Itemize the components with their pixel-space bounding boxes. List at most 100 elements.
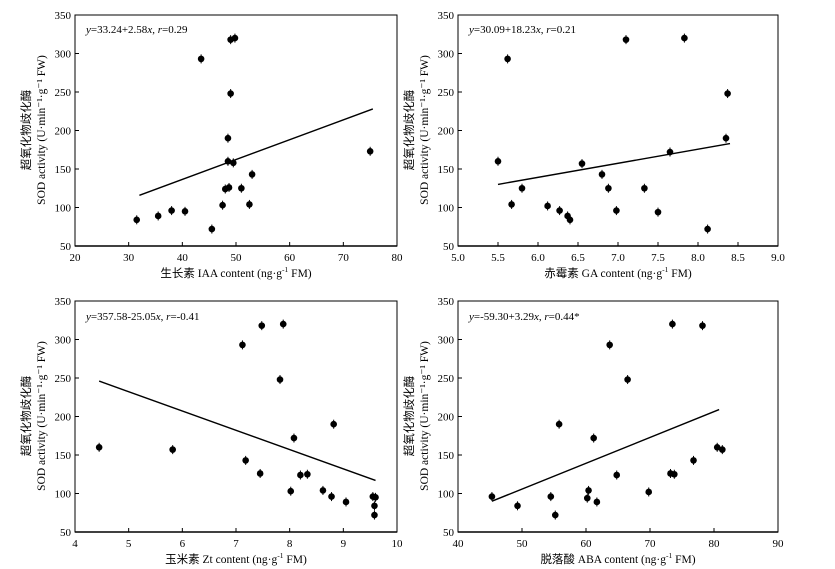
equation-text: y=33.24+2.58x, r=0.29 <box>85 24 188 36</box>
svg-text:超氧化物歧化酶: 超氧化物歧化酶 <box>19 376 33 457</box>
plot-frame <box>74 14 398 247</box>
data-point <box>704 225 711 233</box>
svg-text:超氧化物歧化酶: 超氧化物歧化酶 <box>402 90 416 171</box>
data-point <box>681 34 688 42</box>
x-tick-label: 9.0 <box>771 252 785 264</box>
y-tick-label: 300 <box>55 335 72 347</box>
data-point <box>494 158 502 165</box>
x-tick-label: 9 <box>341 538 347 550</box>
regression-line <box>139 108 374 196</box>
data-point <box>605 184 612 192</box>
y-tick-label: 250 <box>55 87 72 99</box>
data-point <box>669 320 676 328</box>
x-tick-label: 80 <box>709 538 721 550</box>
x-tick-label: 10 <box>392 538 404 550</box>
x-tick-label: 60 <box>581 538 593 550</box>
data-point <box>583 494 591 502</box>
data-point <box>246 201 253 208</box>
x-tick-label: 30 <box>123 252 135 264</box>
equation-text: y=-59.30+3.29x, r=0.44* <box>468 311 580 323</box>
y-axis-label: 超氧化物歧化酶 SOD activity (U·min⁻¹·g⁻¹ FW) <box>19 55 48 205</box>
data-point <box>641 184 648 192</box>
data-point <box>297 471 304 479</box>
data-point <box>622 36 630 43</box>
data-point <box>671 470 678 478</box>
data-point <box>544 202 551 210</box>
x-tick-label: 90 <box>773 538 785 550</box>
data-point <box>225 184 233 191</box>
svg-text:SOD activity (U·min⁻¹·g⁻¹ FW): SOD activity (U·min⁻¹·g⁻¹ FW) <box>36 341 48 491</box>
data-point <box>276 376 284 383</box>
panel-aba: y=-59.30+3.29x, r=0.44* 脱落酸 ABA content … <box>402 296 784 566</box>
data-point <box>169 446 176 453</box>
data-point <box>508 201 515 208</box>
y-axis-label: 超氧化物歧化酶 SOD activity (U·min⁻¹·g⁻¹ FW) <box>402 341 431 491</box>
y-tick-label: 150 <box>55 450 72 462</box>
x-tick-label: 6.0 <box>531 252 545 264</box>
data-point <box>231 34 239 42</box>
data-point <box>304 470 311 478</box>
y-tick-label: 200 <box>55 126 72 138</box>
panel-zt: y=357.58-25.05x, r=-0.41 玉米素 Zt content … <box>19 296 403 566</box>
data-point <box>208 225 216 233</box>
x-axis-label: 玉米素 Zt content (ng·g-1 FM) <box>165 551 307 566</box>
svg-text:SOD activity (U·min⁻¹·g⁻¹ FW): SOD activity (U·min⁻¹·g⁻¹ FW) <box>419 55 431 205</box>
data-point <box>645 488 653 496</box>
data-point <box>224 134 232 142</box>
y-tick-label: 200 <box>438 412 455 424</box>
x-tick-label: 70 <box>338 252 350 264</box>
y-axis-label: 超氧化物歧化酶 SOD activity (U·min⁻¹·g⁻¹ FW) <box>19 341 48 491</box>
x-axis-label: 赤霉素 GA content (ng·g-1 FM) <box>544 265 692 280</box>
data-point <box>371 511 378 519</box>
data-point <box>585 487 592 494</box>
y-tick-label: 50 <box>60 241 72 253</box>
data-point <box>598 171 606 178</box>
x-tick-label: 8.0 <box>691 252 705 264</box>
data-point <box>181 208 189 215</box>
x-tick-label: 50 <box>517 538 529 550</box>
y-tick-label: 100 <box>438 489 455 501</box>
data-point <box>287 487 295 495</box>
data-point <box>722 134 730 142</box>
data-point <box>551 511 559 519</box>
data-point <box>219 201 226 209</box>
svg-text:超氧化物歧化酶: 超氧化物歧化酶 <box>402 376 416 457</box>
data-point <box>514 502 521 510</box>
data-point <box>154 212 162 220</box>
data-point <box>690 457 697 464</box>
x-tick-label: 7.0 <box>611 252 625 264</box>
data-point <box>242 457 249 464</box>
regression-line <box>98 380 376 482</box>
svg-text:SOD activity (U·min⁻¹·g⁻¹ FW): SOD activity (U·min⁻¹·g⁻¹ FW) <box>36 55 48 205</box>
data-point <box>713 444 721 451</box>
y-tick-label: 150 <box>438 164 455 176</box>
data-point <box>555 420 563 428</box>
data-point <box>372 494 379 501</box>
x-tick-label: 20 <box>70 252 82 264</box>
data-point <box>593 498 601 506</box>
regression-line <box>491 408 720 502</box>
data-point <box>239 341 246 349</box>
data-point <box>666 148 674 156</box>
x-tick-label: 40 <box>177 252 189 264</box>
y-tick-label: 50 <box>443 527 455 539</box>
x-tick-label: 40 <box>453 538 465 550</box>
y-tick-label: 300 <box>438 49 455 61</box>
y-tick-label: 250 <box>438 373 455 385</box>
data-point <box>547 493 555 500</box>
y-tick-label: 150 <box>55 164 72 176</box>
data-point <box>371 502 378 510</box>
data-point <box>248 171 256 178</box>
data-point <box>227 90 234 97</box>
y-tick-label: 250 <box>55 373 72 385</box>
x-tick-label: 60 <box>284 252 296 264</box>
x-tick-label: 6.5 <box>571 252 585 264</box>
y-tick-label: 200 <box>438 126 455 138</box>
y-tick-label: 300 <box>438 335 455 347</box>
y-tick-label: 150 <box>438 450 455 462</box>
data-point <box>319 487 327 494</box>
data-point <box>613 471 621 479</box>
data-point <box>256 470 264 477</box>
panel-ga: y=30.09+18.23x, r=0.21 赤霉素 GA content (n… <box>402 10 785 280</box>
